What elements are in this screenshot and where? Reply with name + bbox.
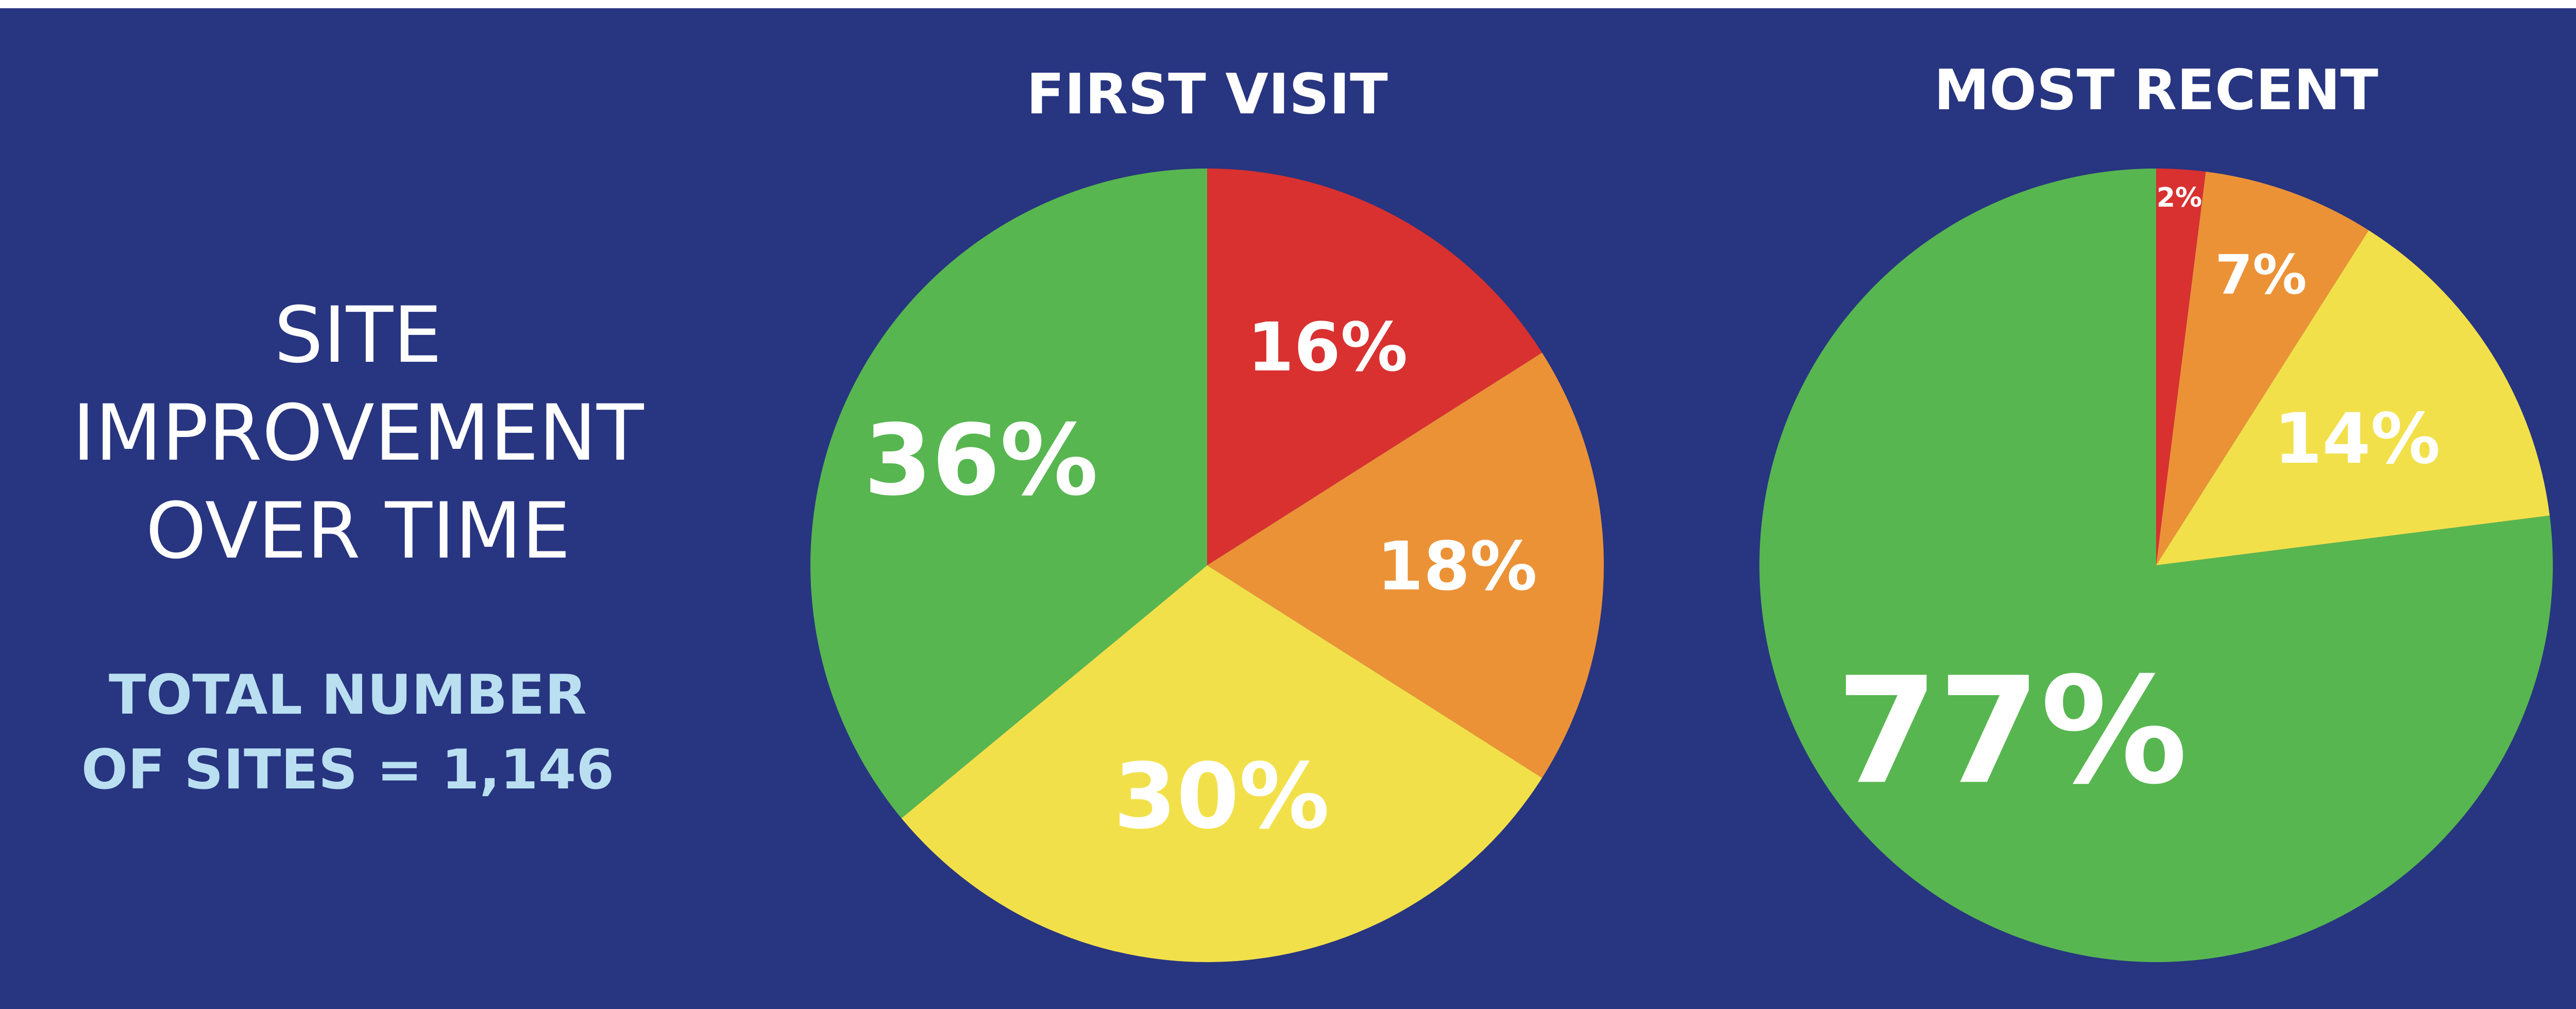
total-line-1: TOTAL NUMBER (108, 663, 587, 727)
first-visit-slice-green (810, 168, 1207, 818)
most-recent-label-red: 2% (2157, 182, 2202, 213)
most-recent-label-orange: 7% (2215, 244, 2307, 307)
most-recent-slice-orange (2156, 172, 2369, 566)
headline-line-3: OVER TIME (145, 486, 571, 576)
most-recent-slice-yellow (2156, 230, 2550, 565)
first-visit-label-green: 36% (864, 403, 1098, 517)
most-recent-slice-red (2156, 169, 2206, 565)
headline-line-1: SITE (274, 291, 442, 380)
total-line-2: OF SITES = 1,146 (81, 738, 615, 801)
first-visit-slice-orange (1207, 352, 1604, 778)
first-visit-slice-red (1207, 169, 1543, 565)
first-visit-title: FIRST VISIT (1026, 62, 1388, 127)
first-visit-label-orange: 18% (1377, 527, 1537, 606)
first-visit-label-red: 16% (1247, 308, 1408, 386)
most-recent-label-green: 77% (1836, 646, 2188, 817)
most-recent-title: MOST RECENT (1934, 58, 2379, 123)
first-visit-slice-yellow (901, 565, 1543, 963)
first-visit-label-yellow: 30% (1114, 745, 1330, 849)
headline: SITE IMPROVEMENT OVER TIME (21, 287, 696, 580)
total-sites-note: TOTAL NUMBER OF SITES = 1,146 (21, 658, 675, 807)
headline-line-2: IMPROVEMENT (72, 389, 644, 478)
most-recent-slice-green (1759, 169, 2553, 963)
most-recent-label-yellow: 14% (2274, 398, 2441, 479)
